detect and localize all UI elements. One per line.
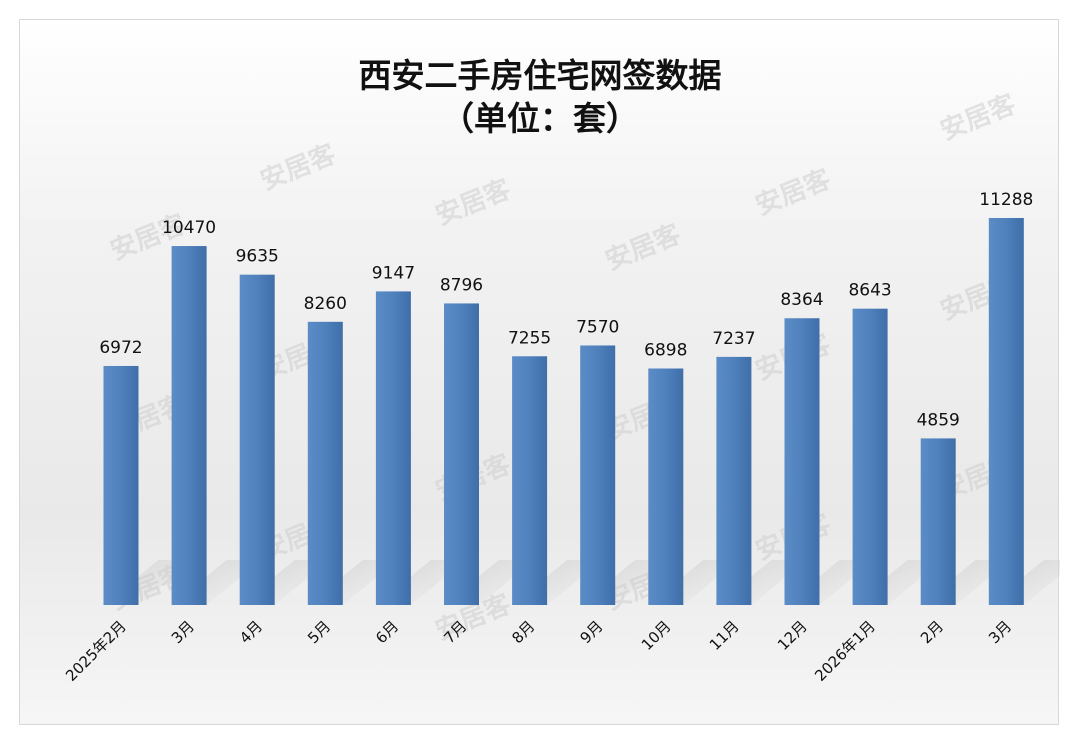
x-tick-label: 2026年1月 bbox=[811, 617, 879, 685]
bar-value-label: 8643 bbox=[848, 281, 891, 301]
value-labels-group: 6972 10470 9635 8260 9147 8796 7255 7570 6898 723… bbox=[99, 190, 1033, 430]
tick-labels-group: 2025年2月 3月 4月 5月 6月 7月 8月 9月 10月 11月 12月 2026年1月 2月 3… bbox=[62, 617, 1015, 685]
bar bbox=[784, 318, 820, 605]
bar-value-label: 7570 bbox=[576, 317, 619, 337]
x-tick-label: 4月 bbox=[236, 617, 266, 647]
bar-value-label: 9147 bbox=[372, 263, 415, 283]
bar bbox=[512, 356, 548, 605]
x-tick-label: 8月 bbox=[508, 617, 538, 647]
watermark-text: 安居客 bbox=[751, 163, 836, 221]
bar-value-label: 7255 bbox=[508, 328, 551, 348]
x-tick-label: 11月 bbox=[706, 617, 743, 654]
chart-frame: 安居客 安居客 安居客 安居客 安居客 安居客 安居客 安居客 安居客 安居客 安居客 安居客 安居客安… bbox=[19, 19, 1060, 725]
bar bbox=[444, 303, 479, 605]
bar-value-label: 11288 bbox=[979, 190, 1033, 210]
x-tick-label: 2月 bbox=[917, 617, 947, 647]
watermark-text: 安居客 bbox=[431, 173, 516, 231]
bar bbox=[307, 321, 343, 605]
bar-value-label: 6972 bbox=[99, 338, 142, 358]
chart-svg: 安居客安居客安居客安居客安居客安居客安居客安居客安居客安居客安居客安居客安居客安… bbox=[62, 56, 1060, 685]
watermark-text: 安居客 bbox=[256, 138, 341, 196]
bar bbox=[988, 218, 1024, 605]
bar bbox=[852, 308, 888, 605]
bar bbox=[103, 365, 139, 605]
x-tick-label: 9月 bbox=[576, 617, 606, 647]
x-tick-label: 6月 bbox=[372, 617, 402, 647]
x-tick-label: 3月 bbox=[168, 617, 198, 647]
bar bbox=[239, 274, 275, 605]
bar bbox=[920, 438, 956, 605]
bar-value-label: 8364 bbox=[780, 290, 823, 310]
bar-value-label: 7237 bbox=[712, 329, 755, 349]
chart-subtitle: （单位：套） bbox=[441, 99, 639, 138]
bar-value-label: 8796 bbox=[440, 275, 483, 295]
bar-value-label: 8260 bbox=[304, 294, 347, 314]
bar-value-label: 10470 bbox=[162, 218, 216, 238]
bar-value-label: 6898 bbox=[644, 341, 687, 361]
bar bbox=[648, 368, 684, 605]
bar bbox=[580, 345, 616, 605]
x-tick-label: 2025年2月 bbox=[62, 617, 130, 685]
bar bbox=[171, 246, 207, 605]
x-tick-label: 12月 bbox=[774, 617, 811, 654]
x-tick-label: 3月 bbox=[985, 617, 1015, 647]
chart-title: 西安二手房住宅网签数据 bbox=[359, 56, 722, 95]
bars-group bbox=[103, 218, 1024, 605]
watermark-text: 安居客 bbox=[601, 218, 686, 276]
bar-value-label: 4859 bbox=[917, 410, 960, 430]
x-tick-label: 5月 bbox=[304, 617, 334, 647]
x-tick-label: 10月 bbox=[638, 617, 675, 654]
bar-value-label: 9635 bbox=[236, 247, 279, 267]
bar bbox=[716, 356, 752, 605]
watermark-text: 安居客 bbox=[936, 88, 1021, 146]
bar bbox=[375, 291, 411, 605]
